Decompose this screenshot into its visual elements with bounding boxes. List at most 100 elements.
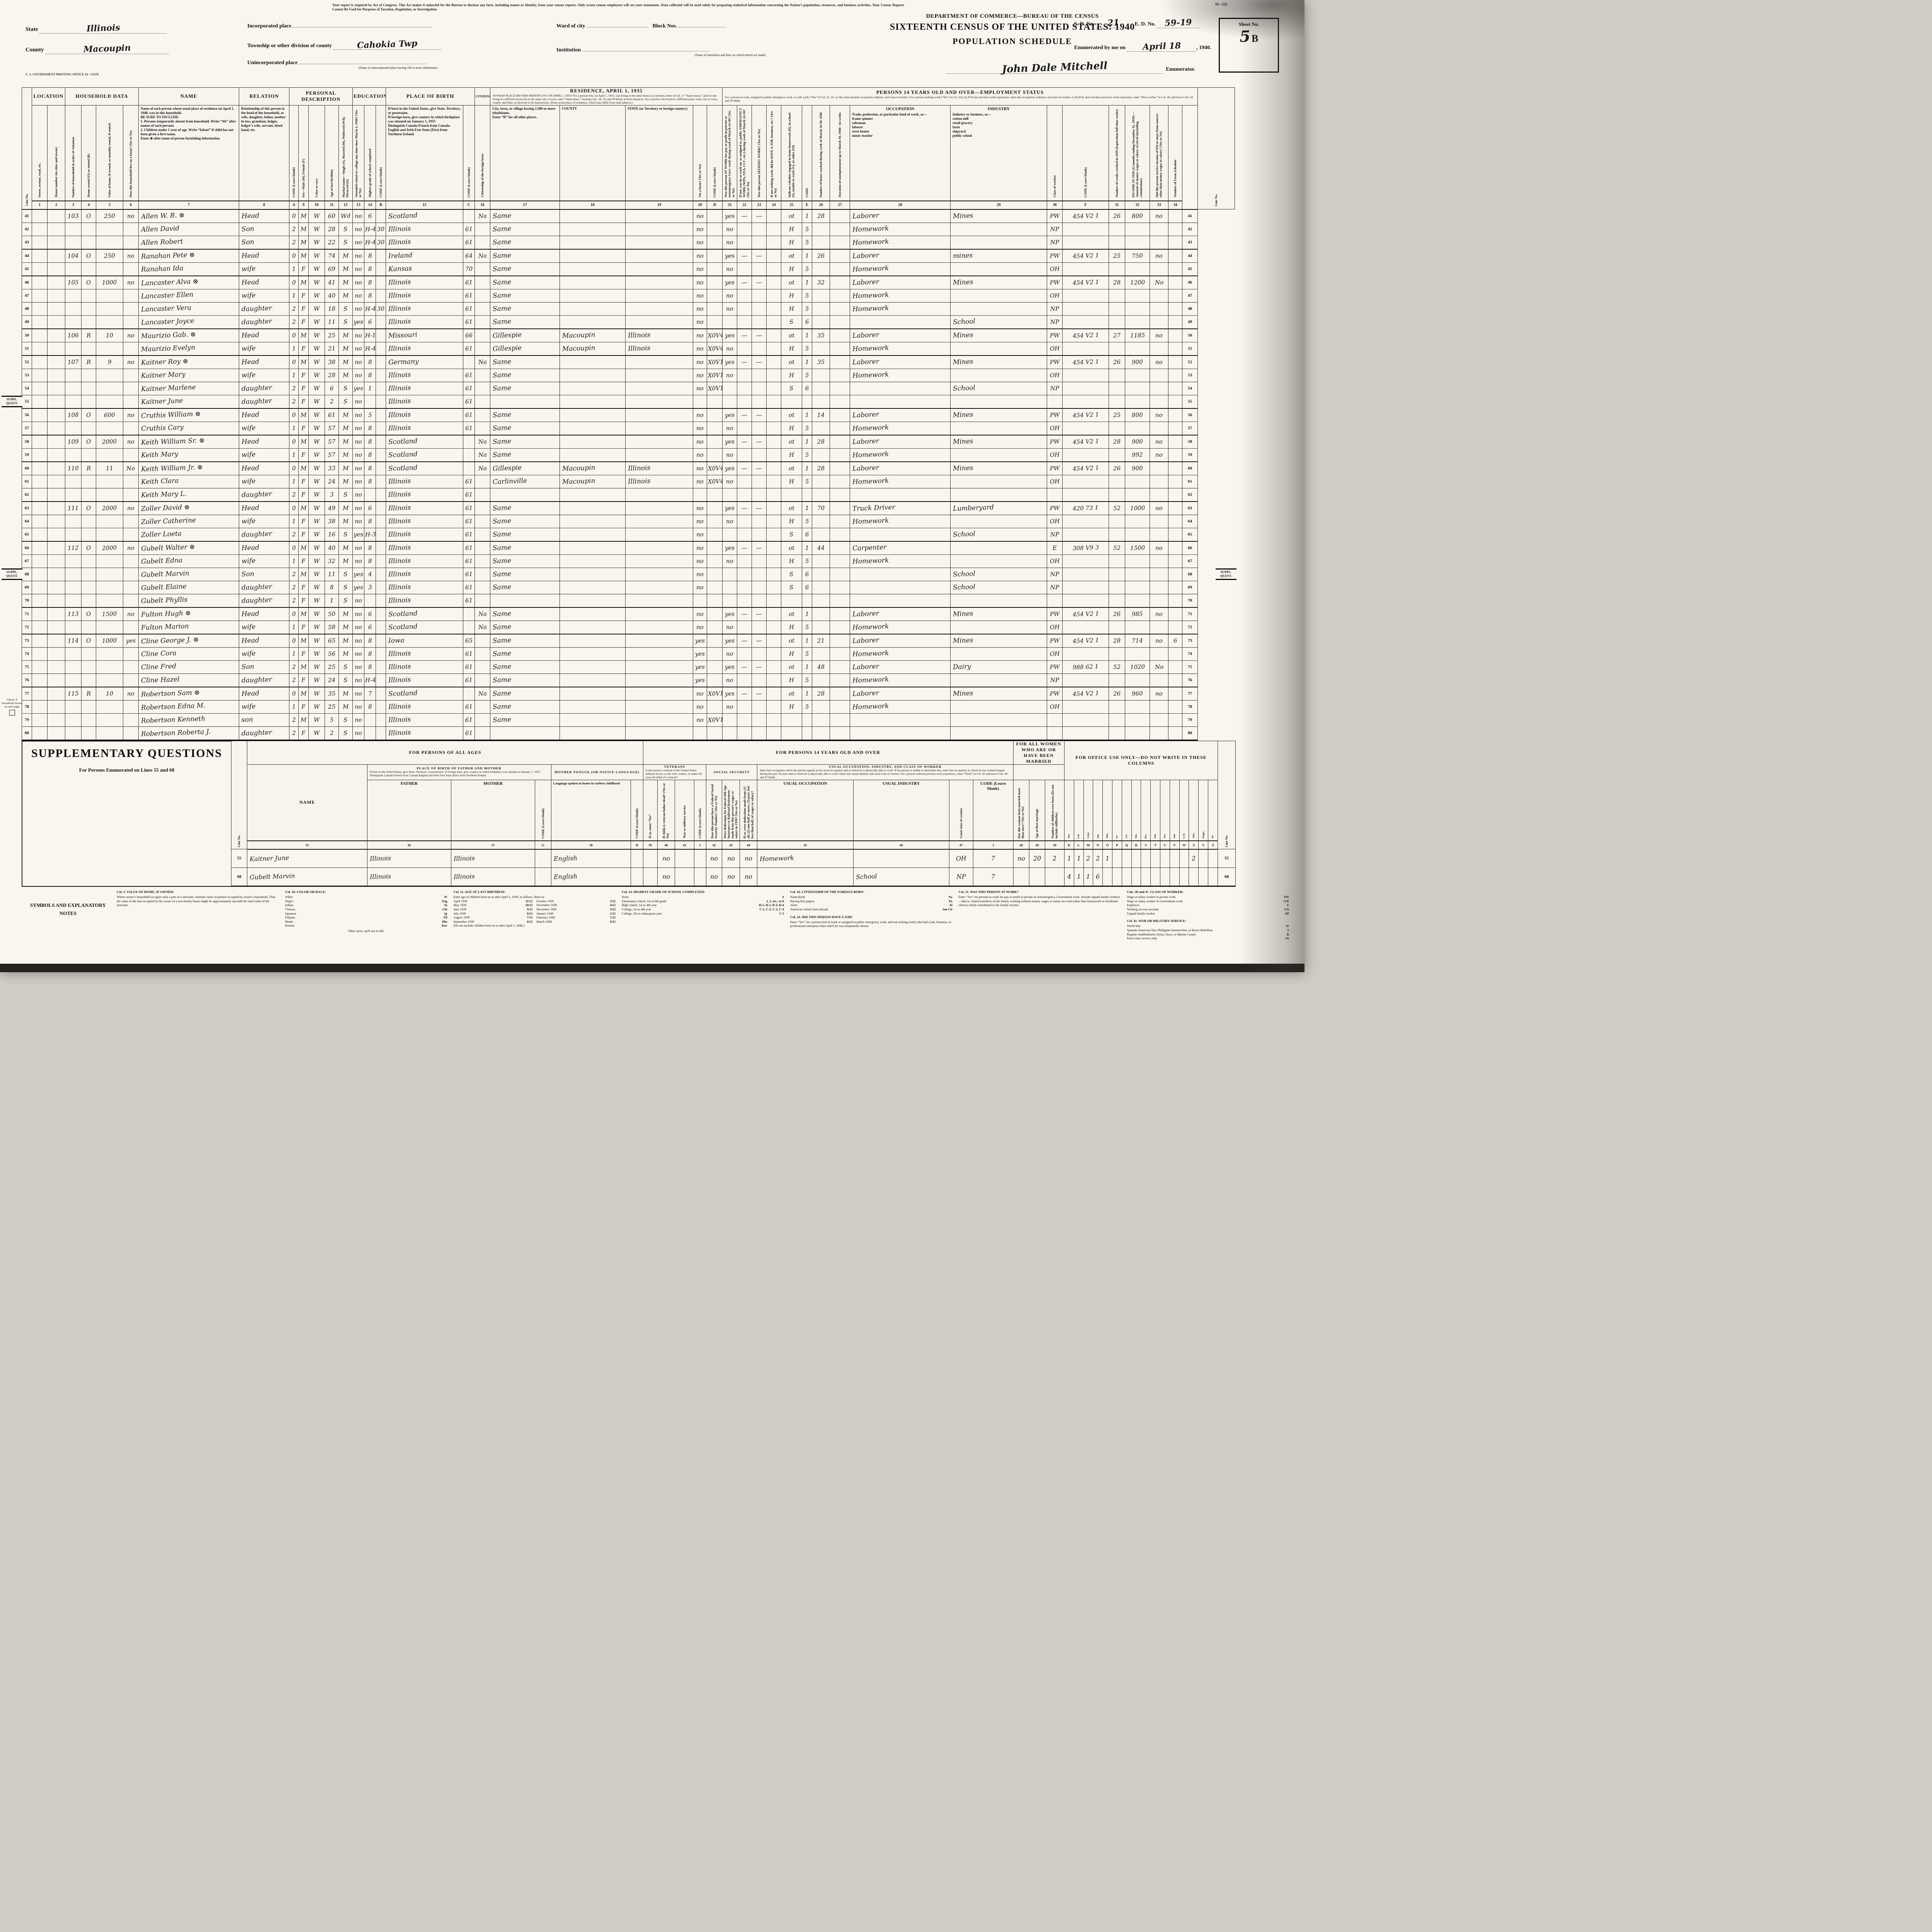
cell-51-f20: no [693, 342, 707, 356]
sd-value: 21 [1107, 17, 1119, 28]
cell-60-val: 11 [96, 461, 124, 475]
value-56-sex: M [300, 412, 307, 419]
value-45-rel: wife [241, 265, 256, 273]
value-74-sex: F [301, 650, 306, 658]
col-A-number: A [289, 200, 299, 210]
value-52-oth: no [1155, 359, 1163, 366]
cell-54-ind: School [950, 381, 1048, 395]
cell-46-state [625, 275, 694, 289]
cell-70-city [490, 594, 560, 608]
value-80-sch: no [354, 730, 362, 737]
value-50-inc: 1185 [1130, 332, 1145, 340]
enumerator-signature-field: John Dale Mitchell [947, 60, 1163, 75]
sup-col-T-number: T [1150, 840, 1161, 850]
sup-cell-68-father: Illinois [367, 867, 451, 887]
sup-group-label-0-2: FOR PERSONS 14 YEARS OLD AND OVER [776, 750, 880, 755]
value-50-hrs: 35 [817, 332, 825, 339]
supplementary-title-box: SUPPLEMENTARY QUESTIONS For Persons Enum… [22, 740, 231, 887]
cell-59-pob: Scotland [386, 448, 464, 462]
cell-68-hrs [812, 567, 830, 581]
cell-79-ind [950, 713, 1048, 727]
col-F-label: CODE (Leave blank) [1083, 167, 1087, 197]
cell-44-occ: Laborer [850, 248, 951, 263]
value-68-ce: 6 [805, 571, 809, 578]
enumerator-label: Enumerator. [1166, 66, 1196, 72]
value-68-gr: 4 [368, 571, 372, 578]
cell-43-race: W [308, 235, 325, 250]
value-45-pob: Kansas [388, 265, 412, 274]
cell-46-pob: Illinois [386, 275, 464, 289]
cell-71-state [625, 607, 694, 621]
cell-42-hn [47, 222, 66, 236]
col-F-header: CODE (Leave blank) [1062, 105, 1109, 201]
cell-54-sch: yes [352, 381, 365, 395]
line-number-right-59: 59 [1182, 448, 1198, 462]
value-67-name: Gubelt Edna [141, 556, 183, 566]
cell-72-wks [1109, 620, 1126, 634]
cell-62-cb [376, 488, 386, 502]
value-75-f20: yes [695, 663, 705, 671]
value-60-farm: No [126, 464, 135, 472]
sup-cell-55-s43: no [722, 849, 740, 868]
cell-78-rel: wife [239, 700, 290, 714]
cell-68-w22 [737, 567, 752, 581]
cell-66-rel: Head [239, 541, 290, 555]
cell-44-dur [830, 248, 850, 263]
value-46-w21: yes [724, 279, 735, 286]
cell-77-race: W [308, 686, 325, 701]
cell-60-w24 [766, 461, 782, 475]
value-52-race: W [313, 359, 320, 366]
value-44-w21: yes [724, 252, 735, 260]
cell-54-w24 [766, 381, 782, 395]
cell-59-age: 57 [325, 448, 339, 462]
value-60-inc: 900 [1131, 464, 1143, 472]
value-47-occ: Homework [852, 291, 889, 301]
cell-77-fs [1168, 686, 1183, 701]
cell-46-sch: no [352, 275, 365, 289]
value-66-inc: 1500 [1130, 544, 1145, 552]
value-55-race: W [313, 398, 320, 405]
sup-cell-68-m: 1 [1083, 867, 1094, 887]
value-72-sch: no [354, 624, 362, 631]
value-57-pob: Illinois [388, 424, 411, 433]
value-68-mar: S [344, 571, 348, 578]
line-number-right-50: 50 [1182, 328, 1198, 342]
note-item-label: August 1939 [453, 916, 470, 920]
cell-48-gr: H-4 [364, 302, 376, 316]
value-44-sex: M [300, 252, 307, 260]
cell-53-city: Same [490, 368, 560, 382]
cell-56-hn [47, 408, 66, 422]
value-72-occ: Homework [852, 622, 889, 632]
line-number-left-78: 78 [22, 700, 32, 714]
cell-78-sch: no [352, 700, 365, 714]
col-4-number: 4 [81, 200, 97, 210]
ed-value: 59-19 [1164, 17, 1192, 29]
value-48-mar: S [344, 305, 348, 313]
cell-65-ind: School [950, 527, 1048, 542]
value-41-val: 250 [104, 212, 116, 220]
cell-54-cf [1062, 381, 1109, 395]
note-col5-title: Col. 5. VALUE OF HOME, IF OWNED: [117, 889, 174, 894]
value-62-race: W [313, 491, 320, 498]
cell-59-hrs [812, 448, 830, 462]
cell-80-state [625, 726, 694, 741]
note-item: None 0 [622, 895, 784, 900]
note-item-label: March 1940 [536, 920, 552, 923]
value-56-cls: PW [1049, 411, 1060, 419]
cell-62-ca: 2 [289, 488, 299, 502]
cell-48-val [96, 302, 124, 316]
cell-58-gr: 8 [364, 434, 376, 449]
cell-75-cls: PW [1047, 660, 1063, 674]
value-67-sch: no [354, 558, 362, 565]
cell-46-cls: PW [1047, 275, 1063, 289]
cell-49-hn [47, 315, 66, 329]
sup-cell-68-mother: Illinois [451, 867, 536, 887]
value-50-cls: PW [1049, 332, 1060, 339]
cell-45-w23 [752, 262, 767, 276]
cell-53-mar: M [338, 368, 353, 382]
cell-56-race: W [308, 408, 325, 422]
cell-69-sch: yes [352, 580, 365, 594]
cell-56-state [625, 408, 694, 422]
cell-71-hh: 113 [65, 607, 82, 621]
cell-79-val [96, 713, 124, 727]
